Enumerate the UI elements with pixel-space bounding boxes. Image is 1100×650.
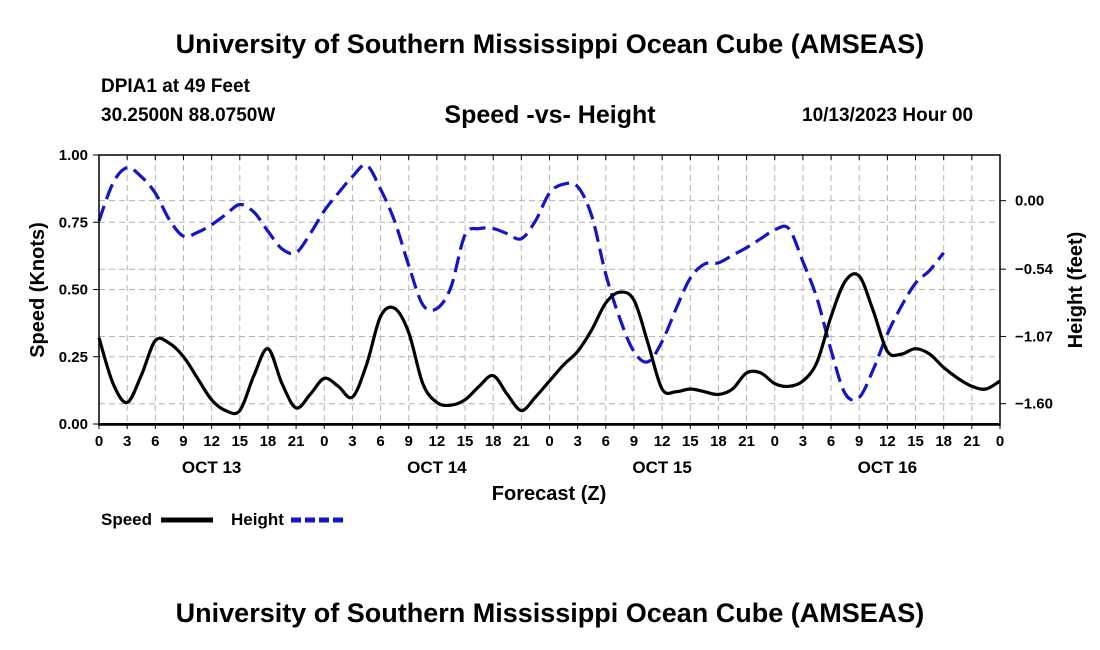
x-tick-label: 15 <box>231 433 248 450</box>
x-tick-label: 15 <box>457 433 474 450</box>
x-tick-label: 12 <box>654 433 671 450</box>
series-layer <box>97 163 1001 416</box>
y-tick-label: 0.25 <box>59 349 88 366</box>
x-tick-label: 12 <box>203 433 220 450</box>
y-axis-label: Speed (Knots) <box>27 222 49 358</box>
y-tick-label: 0.00 <box>59 416 88 433</box>
run-time-label: 10/13/2023 Hour 00 <box>802 105 974 126</box>
y-tick-label: 0.75 <box>59 214 88 231</box>
y-tick-label: 0.50 <box>59 282 88 299</box>
station-label: DPIA1 at 49 Feet <box>101 76 250 97</box>
x-tick-label: 18 <box>485 433 502 450</box>
grid-lines <box>99 155 1000 424</box>
x-tick-label: 15 <box>682 433 699 450</box>
day-label: OCT 15 <box>632 458 692 477</box>
x-tick-label: 0 <box>996 433 1004 450</box>
x-tick-label: 6 <box>376 433 384 450</box>
x-tick-label: 15 <box>907 433 924 450</box>
y2-tick-label: −1.07 <box>1015 328 1053 345</box>
x-tick-label: 6 <box>151 433 159 450</box>
height-series-line <box>97 163 945 402</box>
x-tick-label: 9 <box>405 433 413 450</box>
y2-tick-label: −0.54 <box>1015 261 1054 278</box>
speed-series-line <box>97 272 1001 416</box>
coordinates-label: 30.2500N 88.0750W <box>101 105 276 126</box>
chart-title: Speed -vs- Height <box>444 101 656 129</box>
x-tick-label: 3 <box>573 433 581 450</box>
main-title: University of Southern Mississippi Ocean… <box>175 29 925 59</box>
x-tick-label: 12 <box>879 433 896 450</box>
x-tick-label: 3 <box>123 433 131 450</box>
x-tick-label: 6 <box>827 433 835 450</box>
day-label: OCT 14 <box>407 458 467 477</box>
x-tick-label: 18 <box>935 433 952 450</box>
x-tick-label: 21 <box>288 433 305 450</box>
x-tick-label: 21 <box>964 433 981 450</box>
x-tick-label: 9 <box>855 433 863 450</box>
legend-speed-label: Speed <box>101 510 152 529</box>
footer-title: University of Southern Mississippi Ocean… <box>175 598 925 628</box>
x-tick-label: 3 <box>799 433 807 450</box>
x-tick-label: 3 <box>348 433 356 450</box>
y2-tick-label: −1.60 <box>1015 396 1053 413</box>
x-tick-label: 0 <box>771 433 779 450</box>
x-tick-label: 6 <box>602 433 610 450</box>
x-tick-label: 0 <box>545 433 553 450</box>
legend-height-label: Height <box>231 510 284 529</box>
x-tick-label: 0 <box>95 433 103 450</box>
axes: 0 3 6 9 12 15 18 21 0 3 6 9 12 15 18 21 0 3 6 9 12 15 18 21 0 3 6 9… <box>59 147 1054 477</box>
day-label: OCT 16 <box>858 458 918 477</box>
x-tick-label: 21 <box>513 433 530 450</box>
x-tick-label: 21 <box>738 433 755 450</box>
x-tick-label: 9 <box>630 433 638 450</box>
legend: Speed Height <box>101 510 343 529</box>
x-tick-label: 18 <box>260 433 277 450</box>
y-tick-label: 1.00 <box>59 147 88 164</box>
day-label: OCT 13 <box>182 458 242 477</box>
x-tick-label: 18 <box>710 433 727 450</box>
y2-tick-label: 0.00 <box>1015 193 1044 210</box>
x-tick-label: 9 <box>179 433 187 450</box>
x-tick-label: 12 <box>429 433 446 450</box>
y2-axis-label: Height (feet) <box>1065 232 1087 349</box>
x-tick-label: 0 <box>320 433 328 450</box>
x-axis-label: Forecast (Z) <box>492 483 606 505</box>
